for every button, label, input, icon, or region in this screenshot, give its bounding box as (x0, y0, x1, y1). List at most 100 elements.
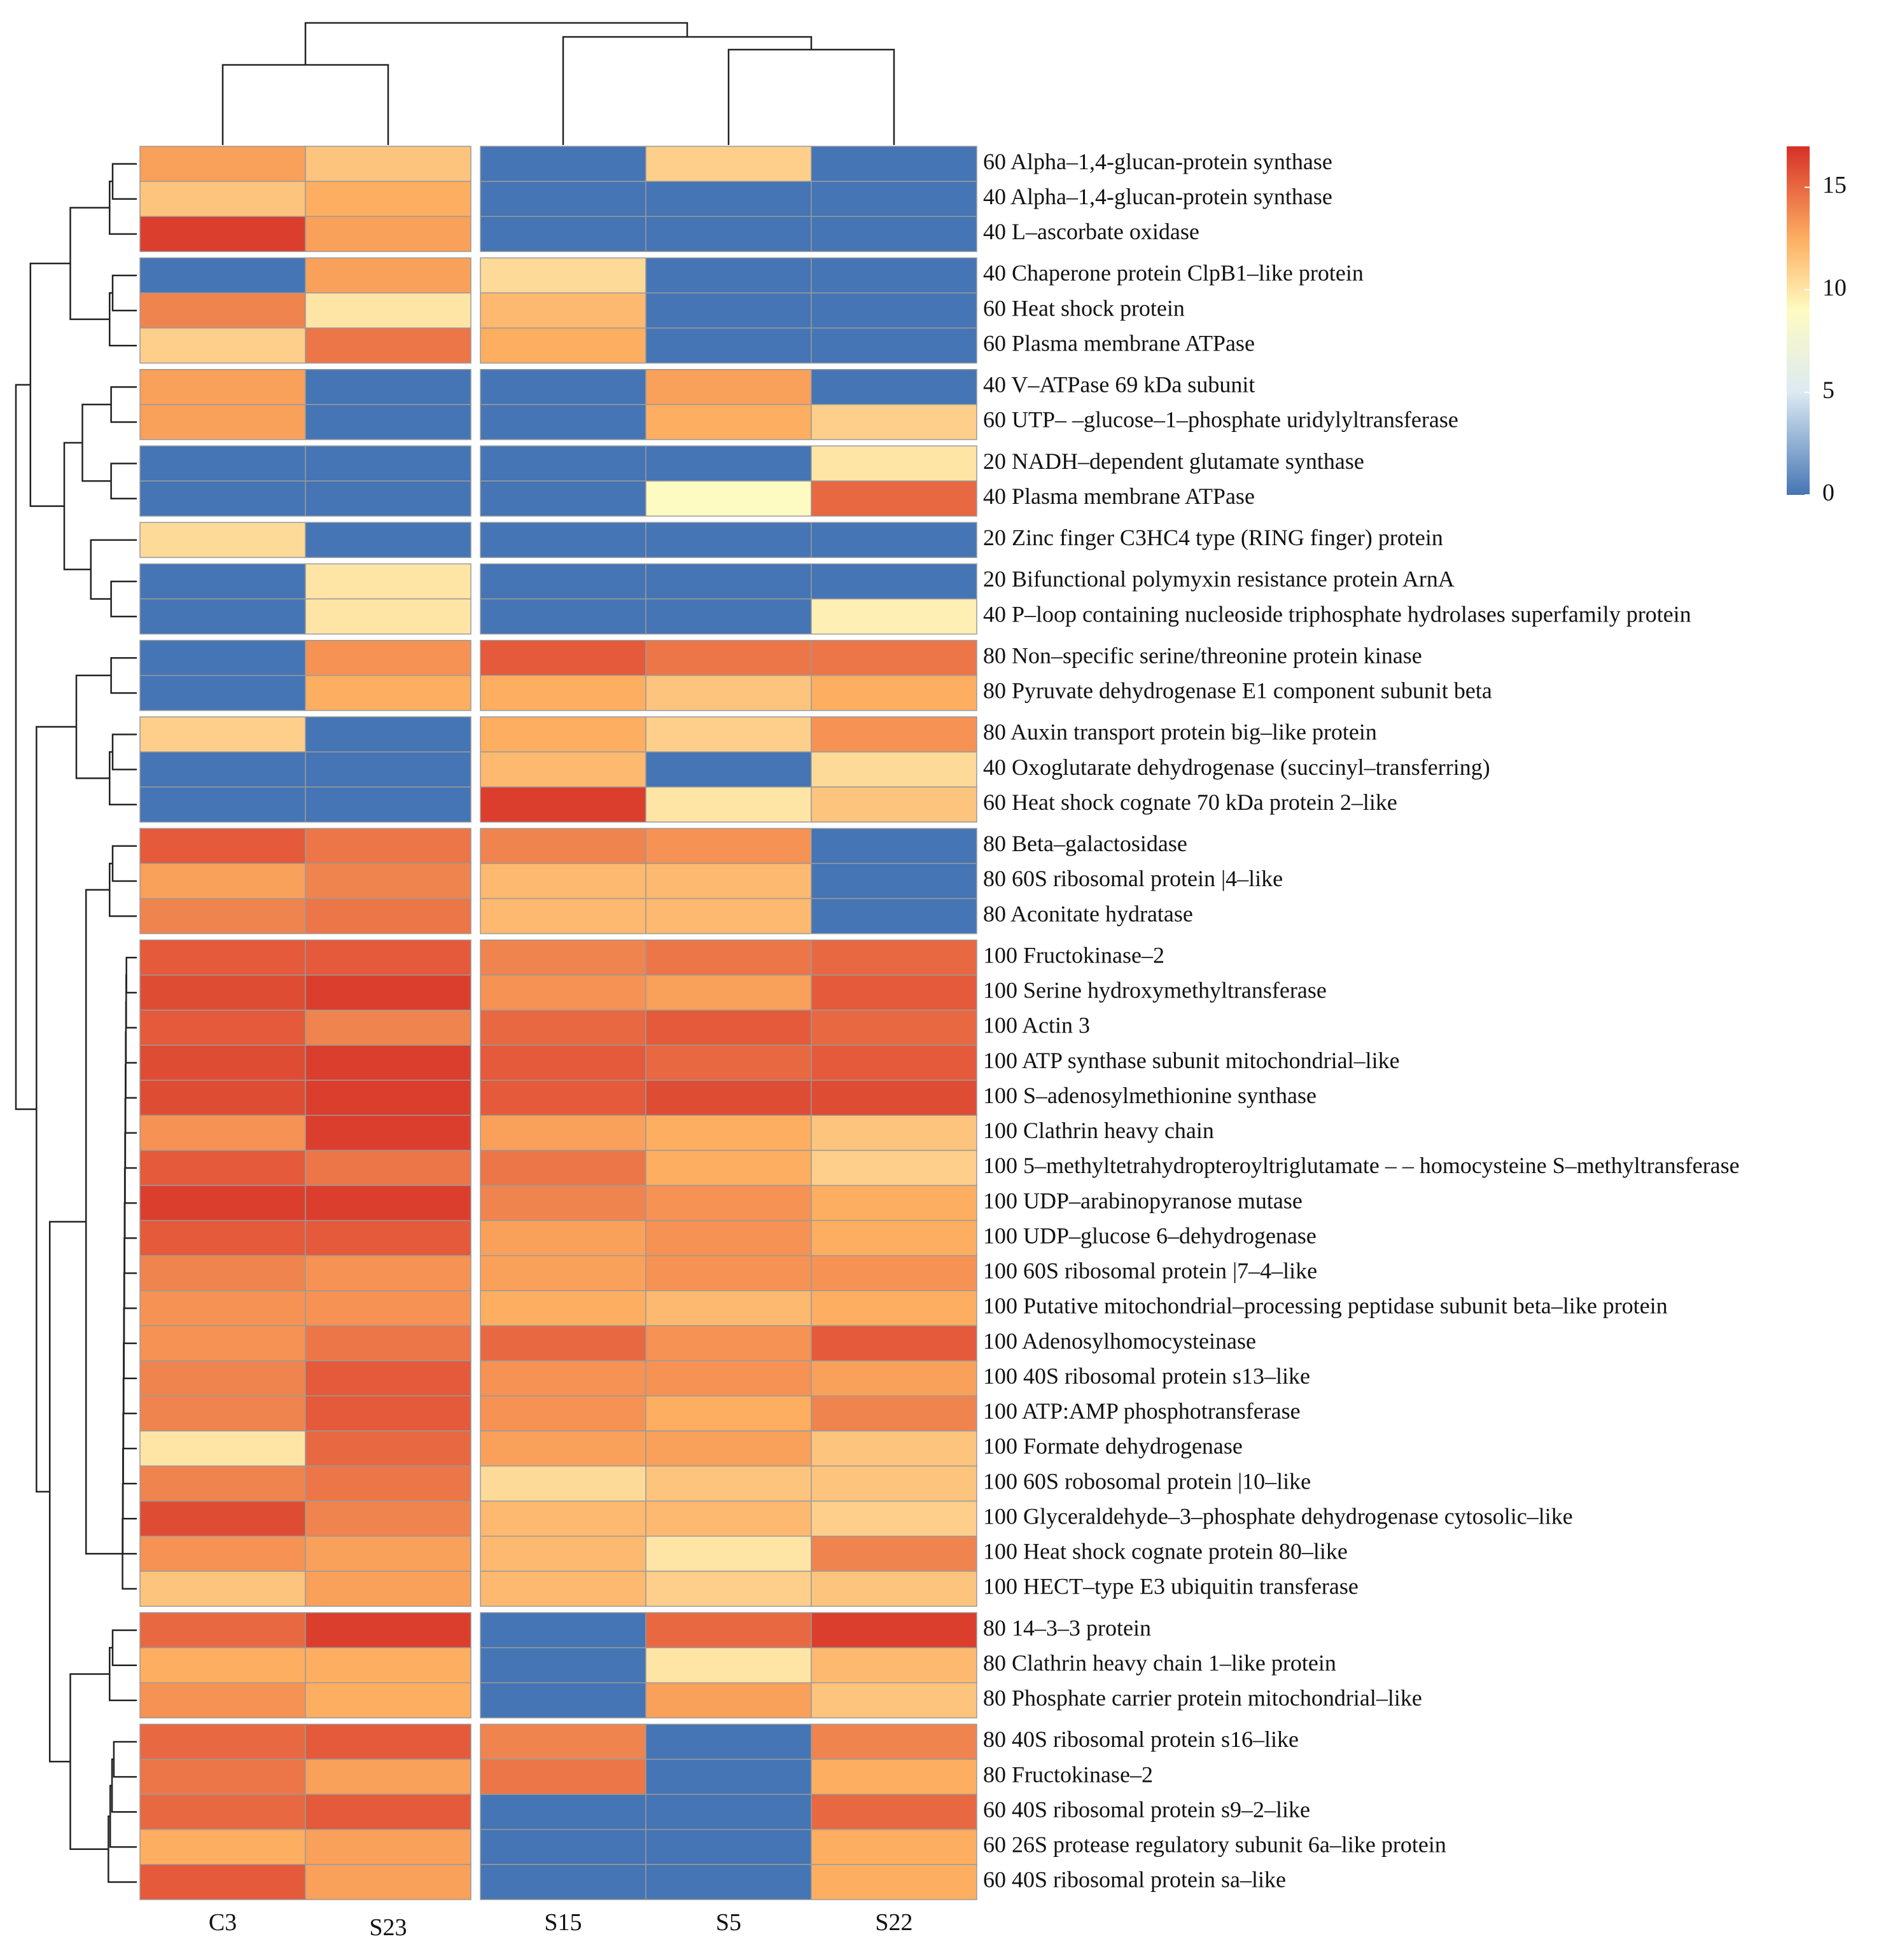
heatmap-cell (811, 1325, 977, 1361)
heatmap-cell (645, 1360, 812, 1396)
heatmap-cell (305, 1255, 472, 1291)
row-label: 100 Heat shock cognate protein 80–like (983, 1539, 1348, 1564)
heatmap-cell (480, 327, 646, 364)
heatmap-cell (480, 1647, 646, 1683)
heatmap-cell (811, 522, 977, 559)
heatmap-cell (645, 292, 812, 329)
heatmap-cell (480, 1430, 646, 1467)
heatmap-cell (811, 1255, 977, 1291)
row-dendrogram (15, 163, 137, 1883)
heatmap-cell (645, 786, 812, 823)
heatmap-cell (139, 1360, 306, 1396)
heatmap-cell (645, 257, 812, 294)
dendrogram-branch (15, 384, 37, 1110)
row-label: 80 40S ribosomal protein s16–like (983, 1727, 1299, 1752)
heatmap-cell (480, 1150, 646, 1186)
heatmap-cell (305, 1758, 472, 1795)
heatmap-cell (139, 1829, 306, 1865)
heatmap-cell (480, 751, 646, 788)
heatmap-cell (139, 898, 306, 935)
heatmap-cell (480, 1723, 646, 1760)
heatmap-cell (139, 1115, 306, 1151)
heatmap-cell (305, 1500, 472, 1537)
heatmap-cell (645, 898, 812, 935)
dendrogram-branch (125, 956, 137, 994)
heatmap-cell (645, 404, 812, 440)
row-label: 100 Adenosylhomocysteinase (983, 1328, 1256, 1354)
row-label: 40 L–ascorbate oxidase (983, 219, 1199, 244)
heatmap-cell (811, 1864, 977, 1900)
column-label: C3 (209, 1909, 237, 1936)
heatmap-cell (305, 598, 472, 635)
heatmap-cell (305, 1864, 472, 1900)
row-label: 100 S–adenosylmethionine synthase (983, 1083, 1317, 1108)
heatmap-cell (645, 1010, 812, 1046)
heatmap-cell (811, 863, 977, 900)
heatmap-cell (480, 1500, 646, 1537)
heatmap-cell (480, 445, 646, 482)
heatmap-cell (480, 563, 646, 600)
heatmap-cell (645, 1500, 812, 1537)
heatmap-cell (480, 1290, 646, 1326)
heatmap-cell (139, 1682, 306, 1719)
heatmap-cell (305, 1115, 472, 1151)
heatmap-cell (480, 1395, 646, 1432)
heatmap-cell (480, 1255, 646, 1291)
heatmap-cell (645, 1612, 812, 1648)
heatmap-cell (139, 522, 306, 559)
heatmap-cell (305, 751, 472, 788)
heatmap-cell (480, 1864, 646, 1900)
heatmap-cell (645, 828, 812, 865)
heatmap-cell (811, 181, 977, 217)
heatmap-cell (811, 1395, 977, 1432)
heatmap-cell (645, 480, 812, 517)
heatmap-cell (305, 522, 472, 559)
heatmap-cell (139, 480, 306, 517)
heatmap-cell (811, 445, 977, 482)
heatmap-cell (645, 1185, 812, 1221)
heatmap-cell (811, 1080, 977, 1116)
heatmap-cell (139, 598, 306, 635)
heatmap-cell (139, 1290, 306, 1326)
row-label: 100 Clathrin heavy chain (983, 1118, 1214, 1143)
heatmap-cell (139, 257, 306, 294)
heatmap-cell (480, 369, 646, 405)
row-label: 80 Auxin transport protein big–like prot… (983, 719, 1377, 745)
row-label: 100 Putative mitochondrial–processing pe… (983, 1293, 1668, 1319)
heatmap-cell (139, 369, 306, 405)
heatmap-cell (305, 675, 472, 711)
row-label: 100 UDP–glucose 6–dehydrogenase (983, 1223, 1317, 1248)
heatmap-cell (811, 1465, 977, 1502)
heatmap-cell (811, 1150, 977, 1186)
heatmap-cell (645, 445, 812, 482)
heatmap-cell (645, 1723, 812, 1760)
heatmap-cell (139, 1395, 306, 1432)
heatmap-cell (139, 1220, 306, 1256)
row-label: 60 Heat shock protein (983, 295, 1185, 321)
heatmap-cell (645, 1864, 812, 1900)
dendrogram-branch (110, 386, 137, 423)
dendrogram-branch (727, 48, 895, 145)
heatmap-cell (811, 1430, 977, 1467)
heatmap-cell (139, 181, 306, 217)
heatmap-cell (139, 939, 306, 976)
heatmap-cell (811, 292, 977, 329)
heatmap-cell (811, 939, 977, 976)
dendrogram-branch (111, 274, 137, 312)
dendrogram-branch (110, 462, 137, 499)
heatmap-cell (480, 216, 646, 253)
heatmap-cell (480, 1360, 646, 1396)
heatmap-cell (480, 181, 646, 217)
heatmap-cell (480, 675, 646, 711)
row-label: 20 NADH–dependent glutamate synthase (983, 448, 1364, 474)
dendrogram-branch (109, 863, 137, 917)
heatmap-cell (139, 1465, 306, 1502)
row-label: 40 V–ATPase 69 kDa subunit (983, 372, 1255, 398)
dendrogram-branch (109, 1784, 137, 1848)
heatmap-cell (139, 1864, 306, 1900)
dendrogram-branch (81, 403, 111, 482)
row-label: 40 Plasma membrane ATPase (983, 483, 1255, 509)
heatmap-cell (480, 480, 646, 517)
heatmap-cell (811, 404, 977, 440)
heatmap-cell (480, 598, 646, 635)
